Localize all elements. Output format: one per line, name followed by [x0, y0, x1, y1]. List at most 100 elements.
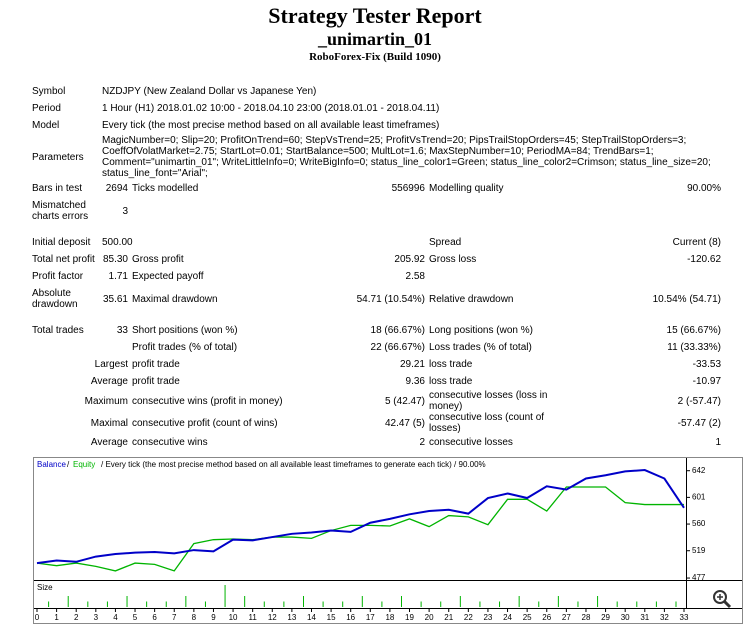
x-tick-label: 10: [229, 613, 238, 622]
row: Period 1 Hour (H1) 2018.01.02 10:00 - 201…: [30, 100, 723, 117]
row: Profit factor 1.71 Expected payoff 2.58: [30, 268, 723, 285]
label: Profit trades (% of total): [132, 342, 238, 353]
label: Maximal: [90, 417, 128, 429]
value: 22 (66.67%): [370, 342, 425, 353]
x-tick-label: 1: [54, 613, 59, 622]
value: 2: [419, 437, 425, 448]
row: Average profit trade 9.36 loss trade -10.97: [30, 373, 723, 390]
label: Model: [32, 120, 60, 131]
label: Gross profit: [132, 254, 184, 265]
value: MagicNumber=0; Slip=20; ProfitOnTrend=60…: [102, 135, 711, 179]
value: 15 (66.67%): [666, 325, 722, 336]
value: 9.36: [405, 376, 425, 387]
row: Mismatched charts errors 3: [30, 197, 723, 225]
x-tick-label: 0: [35, 613, 40, 622]
series-line: [36, 486, 684, 572]
row: Parameters MagicNumber=0; Slip=20; Profit…: [30, 134, 723, 180]
x-tick-label: 12: [268, 613, 277, 622]
chart: Balance / Equity / Every tick (the most …: [33, 457, 743, 624]
value: 54.71 (10.54%): [356, 293, 425, 305]
label: Period: [32, 103, 61, 114]
x-tick-label: 8: [192, 613, 197, 622]
x-tick-label: 27: [562, 613, 571, 622]
value: -57.47 (2): [677, 417, 722, 429]
value: 500.00: [102, 237, 133, 248]
label: consecutive wins: [132, 437, 208, 448]
x-tick-label: 13: [287, 613, 296, 622]
x-tick-label: 21: [444, 613, 453, 622]
value: 205.92: [394, 254, 425, 265]
label: Symbol: [32, 86, 66, 97]
label: Ticks modelled: [132, 183, 199, 194]
x-tick-label: 4: [113, 613, 118, 622]
label: Profit factor: [32, 271, 84, 282]
row: Maximum consecutive wins (profit in money…: [30, 390, 723, 412]
value: 35.61: [102, 293, 128, 305]
y-tick-label: 477: [692, 573, 706, 582]
value: -33.53: [692, 359, 722, 370]
x-tick-label: 20: [425, 613, 434, 622]
legend-equity: Equity: [73, 460, 95, 469]
value: 556996: [391, 183, 425, 194]
row: Absolute drawdown 35.61 Maximal drawdown 54…: [30, 285, 723, 313]
value: Current (8): [672, 237, 722, 248]
label: Loss trades (% of total): [429, 342, 532, 353]
label: Maximal drawdown: [132, 293, 218, 305]
label: Long positions (won %): [429, 325, 533, 336]
label: Parameters: [32, 151, 84, 163]
label: consecutive loss (count of losses): [429, 412, 545, 434]
x-tick-label: 6: [152, 613, 157, 622]
x-tick-label: 23: [483, 613, 492, 622]
x-tick-label: 29: [601, 613, 610, 622]
x-tick-label: 11: [249, 613, 258, 622]
value: -120.62: [687, 254, 722, 265]
size-label: Size: [37, 583, 53, 592]
x-tick-label: 32: [660, 613, 669, 622]
value: 18 (66.67%): [370, 325, 425, 336]
value: 85.30: [102, 254, 128, 265]
x-tick-label: 24: [503, 613, 512, 622]
x-tick-label: 2: [74, 613, 79, 622]
y-tick-label: 560: [692, 519, 706, 528]
value: NZDJPY (New Zealand Dollar vs Japanese Y…: [102, 86, 317, 97]
label: loss trade: [429, 376, 473, 387]
x-tick-label: 16: [346, 613, 355, 622]
value: 11 (33.33%): [667, 342, 722, 353]
label: Expected payoff: [132, 271, 204, 282]
label: Absolute drawdown: [32, 288, 78, 310]
value: 2 (-57.47): [677, 395, 722, 407]
x-tick-label: 7: [172, 613, 177, 622]
label: Total trades: [32, 325, 84, 336]
row: Total net profit 85.30 Gross profit 205.92 G…: [30, 251, 723, 268]
row: Initial deposit 500.00 Spread Current (8): [30, 234, 723, 251]
value: 1: [715, 437, 722, 448]
x-tick-label: 25: [523, 613, 532, 622]
row: Model Every tick (the most precise method…: [30, 117, 723, 134]
chart-frame: [33, 457, 743, 624]
x-tick-label: 28: [582, 613, 591, 622]
report-table: Symbol NZDJPY (New Zealand Dollar vs Japa…: [30, 83, 723, 451]
label: Average: [90, 437, 128, 448]
x-tick-label: 31: [640, 613, 649, 622]
value: 5 (42.47): [384, 395, 425, 407]
label: Initial deposit: [32, 237, 91, 248]
label: Largest: [94, 359, 128, 370]
report-title: Strategy Tester Report: [268, 3, 482, 28]
label: Modelling quality: [429, 183, 504, 194]
label: Short positions (won %): [132, 325, 238, 336]
x-tick-label: 9: [211, 613, 216, 622]
y-tick-label: 642: [692, 466, 706, 475]
row: Total trades 33 Short positions (won %) 18 …: [30, 322, 723, 339]
value: 10.54% (54.71): [652, 293, 722, 305]
label: profit trade: [132, 376, 180, 387]
value: 29.21: [399, 359, 425, 370]
label: consecutive wins (profit in money): [132, 395, 283, 407]
x-tick-label: 30: [621, 613, 630, 622]
label: Gross loss: [429, 254, 477, 265]
value: 1 Hour (H1) 2018.01.02 10:00 - 2018.04.1…: [102, 103, 440, 114]
value: 90.00%: [687, 183, 722, 194]
zoom-icon[interactable]: [713, 590, 732, 609]
label: Relative drawdown: [429, 293, 514, 305]
x-tick-label: 17: [366, 613, 375, 622]
value: 33: [116, 325, 128, 336]
